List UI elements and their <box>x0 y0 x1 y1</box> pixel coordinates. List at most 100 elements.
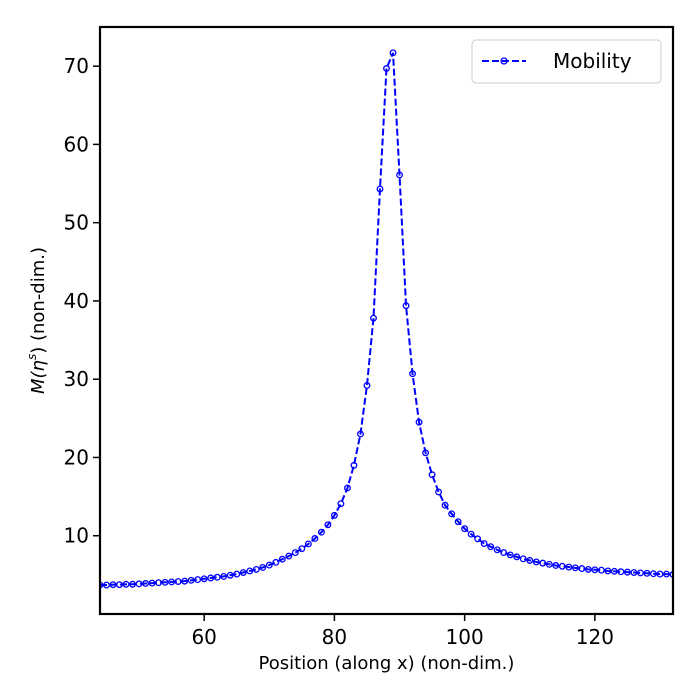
data-point <box>506 551 514 559</box>
data-point <box>187 576 195 584</box>
plot-frame <box>98 25 675 616</box>
y-tick-label: 50 <box>64 211 89 235</box>
data-point <box>100 581 104 589</box>
data-point <box>122 580 130 588</box>
data-point <box>389 49 397 57</box>
series-line-mobility <box>100 52 673 587</box>
data-point <box>578 565 586 573</box>
data-point <box>298 545 306 553</box>
data-point <box>597 566 605 574</box>
data-point <box>604 567 612 575</box>
data-point <box>474 535 482 543</box>
data-point <box>487 543 495 551</box>
data-point <box>461 525 469 533</box>
y-tick-label: 30 <box>64 367 89 391</box>
data-point <box>161 578 169 586</box>
legend-entry-mobility: Mobility <box>553 49 632 73</box>
y-tick-label: 40 <box>64 289 89 313</box>
data-point <box>565 563 573 571</box>
data-point <box>552 562 560 569</box>
data-point <box>109 581 117 589</box>
data-point <box>558 562 566 570</box>
data-point <box>454 518 462 526</box>
data-point <box>265 561 273 569</box>
y-tick-label: 60 <box>64 132 89 156</box>
data-point <box>422 449 430 457</box>
data-point <box>448 510 456 518</box>
data-point <box>155 579 163 587</box>
data-point <box>623 568 631 576</box>
data-point <box>545 560 553 568</box>
data-point <box>617 568 625 576</box>
data-point <box>343 484 351 492</box>
data-point <box>441 501 449 509</box>
y-tick-label: 70 <box>64 54 89 78</box>
data-point <box>571 564 579 572</box>
data-point <box>630 569 638 576</box>
data-point <box>402 302 410 310</box>
data-point <box>103 581 110 589</box>
data-point <box>213 573 221 581</box>
data-point <box>142 580 150 587</box>
data-point <box>317 528 325 536</box>
y-axis-label-prefix: M(η <box>28 360 49 394</box>
data-point <box>513 553 521 561</box>
data-point <box>591 566 599 574</box>
data-point <box>285 552 293 560</box>
y-axis-label-suffix: ) (non-dim.) <box>28 247 49 354</box>
y-tick-label: 20 <box>64 445 89 469</box>
plot-content <box>100 49 673 589</box>
data-point <box>467 530 475 538</box>
x-tick-label: 80 <box>322 625 347 649</box>
data-point <box>584 565 592 573</box>
data-point <box>376 185 384 193</box>
data-point <box>519 555 527 563</box>
x-tick-label: 120 <box>576 625 614 649</box>
data-point <box>304 540 312 548</box>
legend-marker-sample <box>500 57 508 65</box>
data-point <box>532 558 540 566</box>
data-point <box>194 576 202 584</box>
data-point <box>239 569 247 576</box>
data-point <box>357 430 364 438</box>
data-point <box>526 556 534 564</box>
data-point <box>480 540 488 548</box>
data-point <box>428 471 436 479</box>
axis-ticks: 60 80 100 120 10 20 30 40 50 60 70 <box>64 54 614 649</box>
data-point <box>116 581 123 589</box>
data-point <box>181 577 189 585</box>
x-tick-label: 60 <box>191 625 216 649</box>
data-point <box>324 521 332 529</box>
data-point <box>272 558 280 566</box>
data-point <box>129 580 137 588</box>
data-point <box>435 488 443 496</box>
data-point <box>200 575 208 583</box>
data-point <box>636 569 644 577</box>
data-point <box>252 565 260 573</box>
data-point <box>396 171 403 179</box>
data-point <box>610 567 618 575</box>
data-point <box>539 559 547 567</box>
data-point <box>220 572 228 580</box>
x-axis-label: Position (along x) (non-dim.) <box>259 653 515 674</box>
data-point <box>233 570 241 578</box>
data-point <box>135 580 143 588</box>
data-point <box>493 546 501 554</box>
data-point <box>226 571 234 579</box>
legend-box <box>471 39 662 84</box>
data-point <box>415 418 423 426</box>
data-point <box>643 569 651 577</box>
y-tick-label: 10 <box>64 524 89 548</box>
data-point <box>311 535 319 542</box>
data-point <box>383 65 390 72</box>
data-point <box>259 563 267 571</box>
data-point <box>291 549 299 557</box>
data-point <box>207 574 215 582</box>
y-axis-label-superscript: s <box>25 354 39 360</box>
data-point <box>168 578 176 586</box>
data-point <box>363 382 371 389</box>
data-point <box>337 500 345 508</box>
data-point <box>656 570 664 578</box>
data-point <box>669 571 673 578</box>
data-point <box>148 579 156 587</box>
